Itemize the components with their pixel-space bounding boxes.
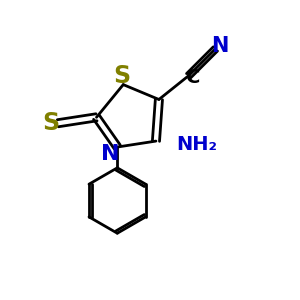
Text: N: N [100, 145, 119, 164]
Text: S: S [42, 111, 59, 135]
Text: S: S [113, 64, 130, 88]
Text: NH₂: NH₂ [177, 135, 218, 154]
Text: C: C [186, 68, 200, 87]
Text: N: N [211, 36, 229, 56]
